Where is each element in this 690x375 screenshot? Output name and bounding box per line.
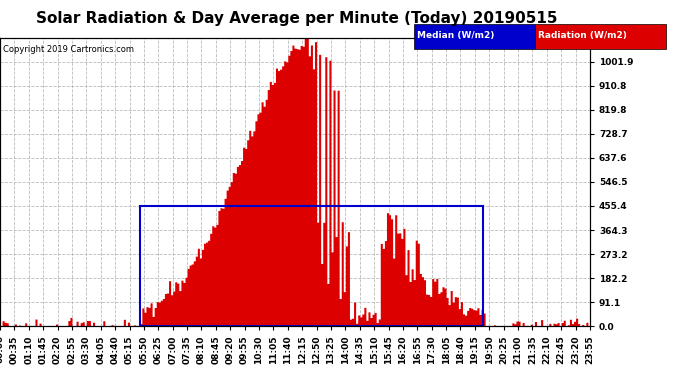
Bar bbox=[140, 206, 483, 326]
Text: Copyright 2019 Cartronics.com: Copyright 2019 Cartronics.com bbox=[3, 45, 135, 54]
Text: Solar Radiation & Day Average per Minute (Today) 20190515: Solar Radiation & Day Average per Minute… bbox=[36, 11, 558, 26]
Text: Radiation (W/m2): Radiation (W/m2) bbox=[538, 31, 627, 40]
Text: Median (W/m2): Median (W/m2) bbox=[417, 31, 495, 40]
